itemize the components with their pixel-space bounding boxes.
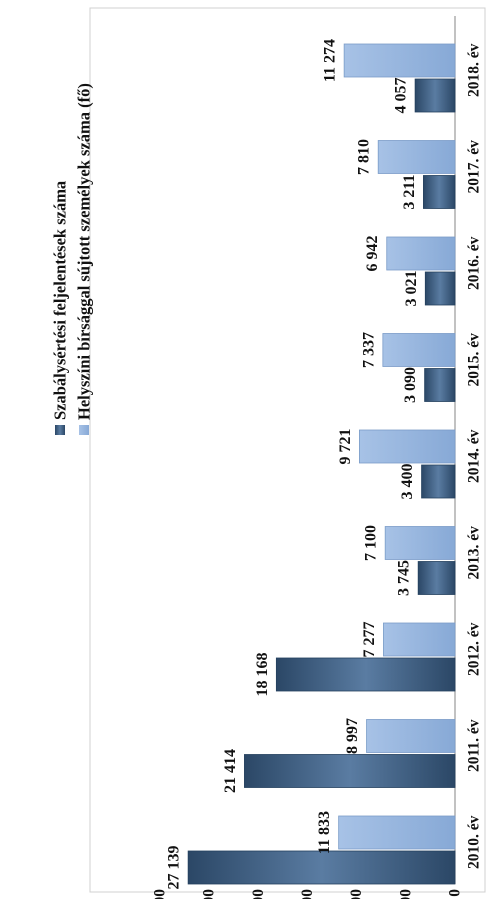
data-label-feljelentesek-4: 3 400 (399, 464, 416, 500)
category-label-6: 2016. év (466, 236, 483, 290)
data-label-feljelentesek-2: 18 168 (254, 653, 271, 697)
category-labels-group: 2010. év 2011. év 2012. év 2013. év 2014. év… (466, 43, 483, 869)
data-label-birsag-7: 7 810 (356, 139, 373, 175)
data-label-birsag-4: 9 721 (337, 429, 354, 465)
value-tick-0: 0 (447, 889, 464, 897)
bar-birsag-5 (382, 333, 456, 367)
data-label-feljelentesek-1: 21 414 (222, 749, 239, 793)
bar-feljelentesek-2 (275, 657, 456, 692)
legend-label-0: Szabálysértési feljelentések száma (51, 181, 70, 420)
category-label-5: 2015. év (466, 333, 483, 387)
bar-feljelentesek-1 (244, 754, 456, 788)
value-tick-5: 25 000 (201, 889, 218, 899)
legend-label-1: Helyszíni bírsággal sújtott személyek sz… (75, 83, 94, 420)
bar-feljelentesek-4 (421, 464, 456, 499)
category-label-1: 2011. év (466, 719, 483, 772)
data-label-feljelentesek-7: 3 211 (401, 174, 418, 209)
bar-birsag-1 (366, 719, 456, 753)
bar-labels-group: 27 139 11 833 21 414 8 997 18 168 7 277 3 745 7… (166, 39, 420, 890)
data-label-feljelentesek-8: 4 057 (393, 78, 410, 114)
value-tick-4: 20 000 (250, 889, 267, 899)
value-tick-3: 15 000 (299, 889, 316, 899)
bar-birsag-6 (386, 236, 456, 271)
bar-birsag-4 (359, 429, 456, 464)
bar-birsag-0 (338, 815, 456, 850)
category-label-7: 2017. év (466, 140, 483, 194)
data-label-birsag-3: 7 100 (363, 525, 380, 561)
data-label-feljelentesek-3: 3 745 (396, 560, 413, 596)
legend-swatch-0 (55, 425, 65, 435)
category-label-8: 2018. év (466, 43, 483, 97)
value-tick-1: 5 000 (397, 889, 414, 899)
data-label-birsag-8: 11 274 (322, 39, 339, 82)
data-label-feljelentesek-5: 3 090 (402, 367, 419, 403)
data-label-birsag-0: 11 833 (316, 811, 333, 854)
chart-frame (89, 7, 486, 893)
bar-birsag-2 (383, 622, 456, 657)
data-label-birsag-2: 7 277 (361, 622, 378, 658)
data-label-birsag-6: 6 942 (364, 236, 381, 272)
bar-feljelentesek-6 (424, 271, 456, 306)
bar-feljelentesek-7 (423, 175, 456, 209)
value-tick-2: 10 000 (348, 889, 365, 899)
legend-swatch-1 (79, 425, 89, 435)
bar-birsag-7 (377, 140, 456, 174)
bar-feljelentesek-0 (187, 850, 456, 885)
bar-feljelentesek-8 (414, 78, 456, 113)
bar-birsag-8 (343, 43, 456, 78)
bars-group (187, 43, 456, 885)
category-label-0: 2010. év (466, 815, 483, 869)
data-label-feljelentesek-6: 3 021 (403, 271, 420, 307)
bar-birsag-3 (384, 526, 456, 560)
data-label-birsag-5: 7 337 (360, 332, 377, 368)
category-label-2: 2012. év (466, 622, 483, 676)
data-label-birsag-1: 8 997 (344, 718, 361, 754)
data-label-feljelentesek-0: 27 139 (166, 846, 183, 890)
category-label-3: 2013. év (466, 526, 483, 580)
value-tick-6: 30 000 (152, 889, 169, 899)
category-label-4: 2014. év (466, 429, 483, 483)
bar-feljelentesek-3 (417, 561, 456, 595)
value-ticks-group: 0 5 000 10 000 15 000 20 000 25 000 30 000 (152, 889, 464, 904)
legend: Szabálysértési feljelentések száma Helysz… (51, 83, 94, 435)
bar-feljelentesek-5 (424, 368, 456, 402)
